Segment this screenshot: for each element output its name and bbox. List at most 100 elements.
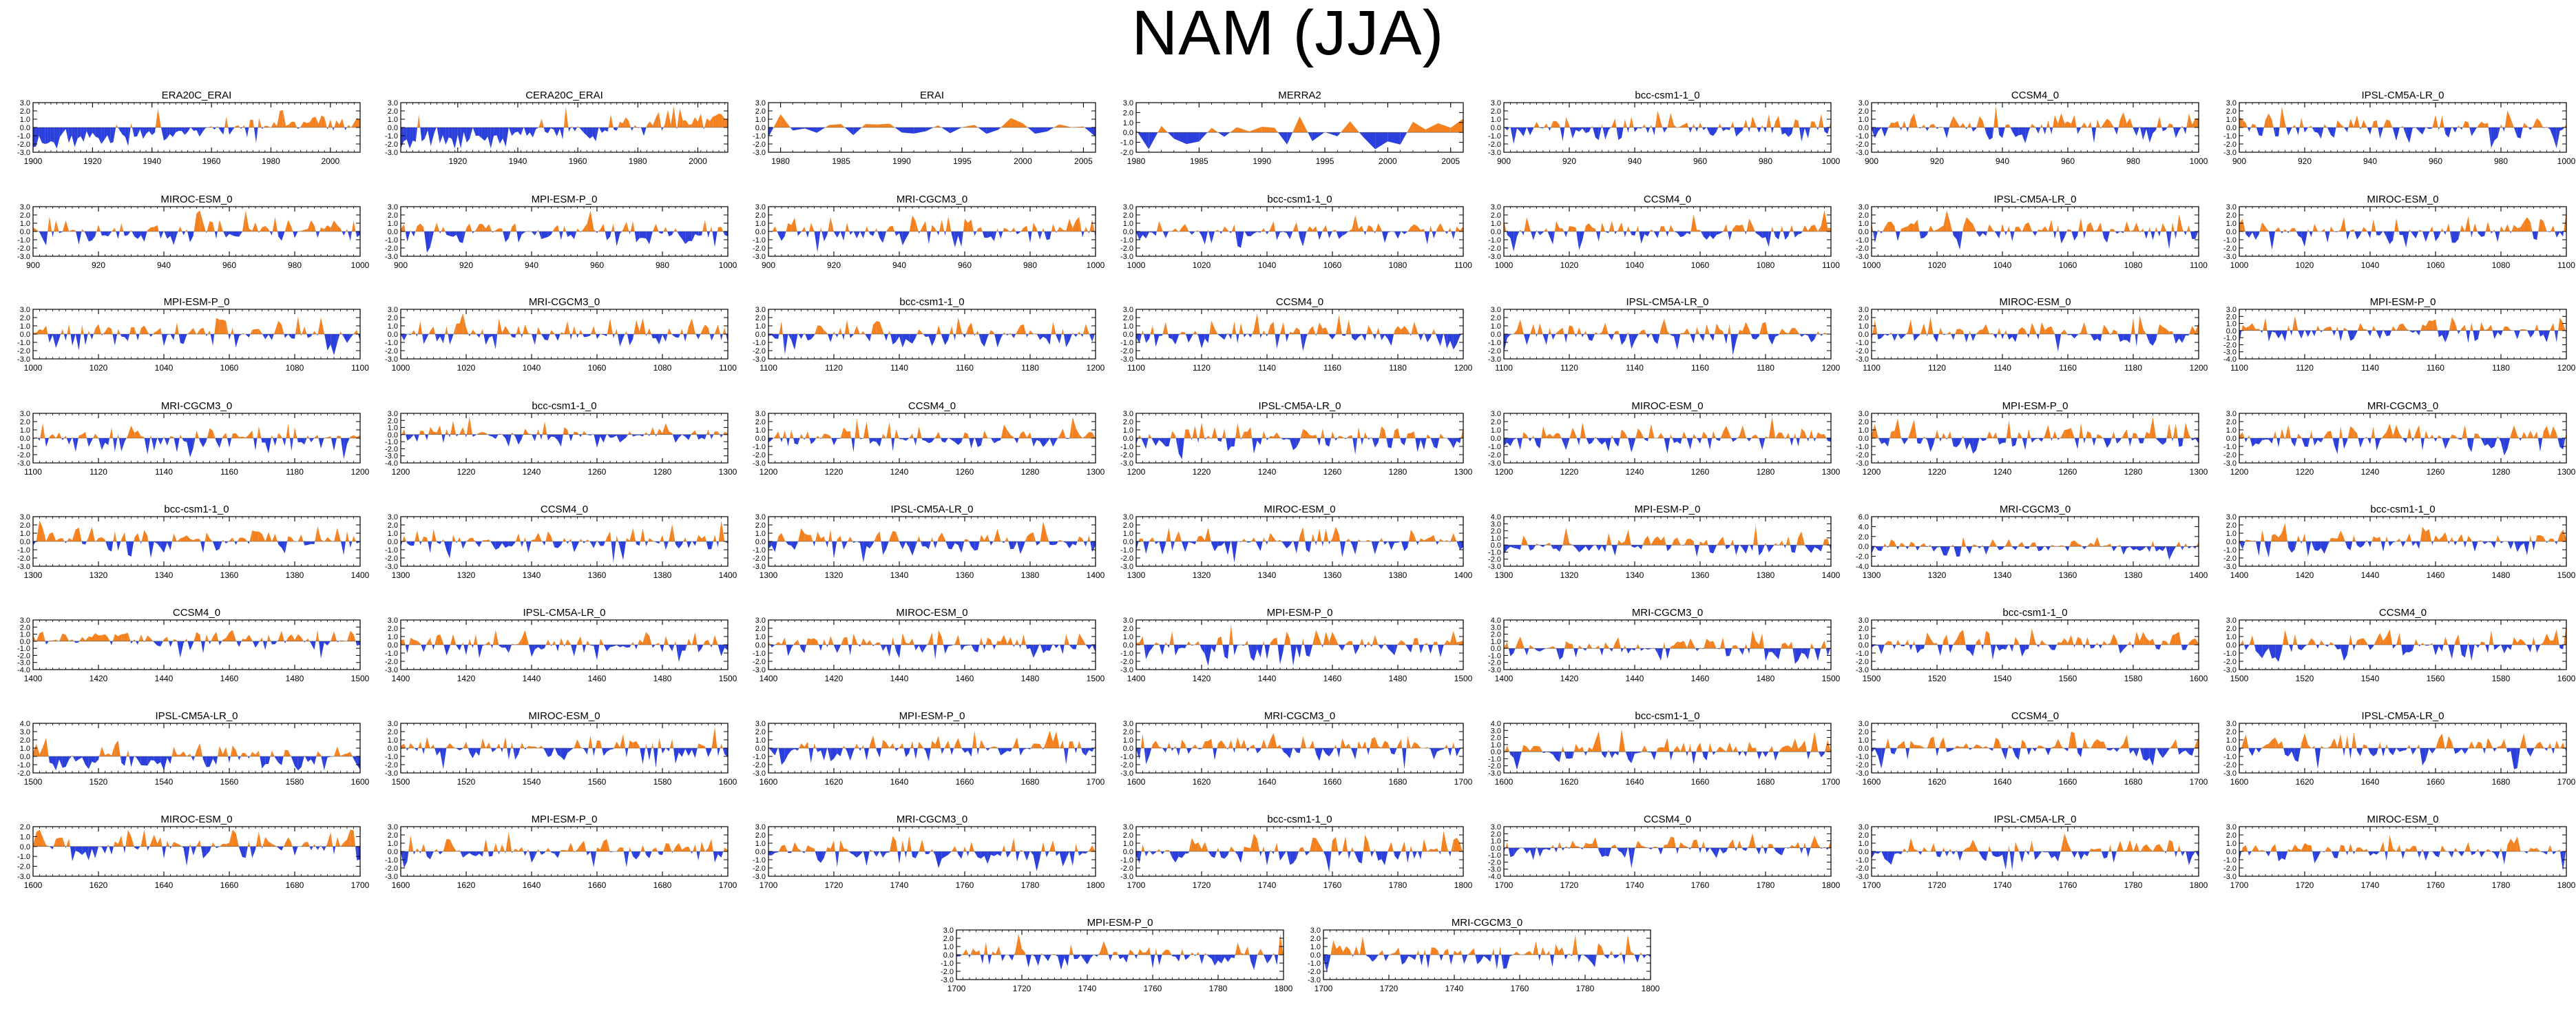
negative-area — [205, 334, 207, 336]
negative-area — [1162, 231, 1166, 238]
negative-area — [1241, 231, 1244, 248]
negative-area — [1719, 231, 1724, 234]
negative-area — [1996, 231, 2000, 239]
positive-area — [2532, 125, 2534, 127]
y-tick-label: 3.0 — [20, 306, 30, 314]
positive-area — [2066, 229, 2068, 231]
negative-area — [1667, 231, 1669, 237]
negative-area — [202, 127, 206, 132]
positive-area — [250, 329, 253, 334]
negative-area — [2389, 231, 2394, 245]
negative-area — [127, 231, 131, 236]
negative-area — [1798, 231, 1802, 235]
positive-area — [1023, 123, 1028, 127]
negative-area — [795, 334, 798, 350]
positive-area — [1567, 226, 1569, 231]
negative-area — [164, 334, 167, 347]
positive-area — [309, 117, 313, 127]
negative-area — [293, 231, 295, 238]
negative-area — [1363, 231, 1365, 236]
x-tick-label: 1080 — [2124, 260, 2143, 270]
negative-area — [496, 127, 500, 144]
negative-area — [527, 127, 530, 136]
negative-area — [2143, 127, 2146, 141]
x-tick-label: 1000 — [1127, 260, 1146, 270]
positive-area — [411, 330, 414, 334]
negative-area — [974, 231, 977, 236]
negative-area — [414, 231, 416, 237]
positive-area — [1010, 333, 1012, 334]
y-tick-label: -1.0 — [17, 339, 30, 347]
negative-area — [790, 127, 793, 131]
y-tick-label: -2.0 — [1120, 245, 1133, 253]
x-tick-label: 1040 — [1626, 260, 1644, 270]
positive-area — [112, 227, 115, 231]
negative-area — [463, 231, 465, 243]
positive-area — [1543, 123, 1547, 127]
negative-area — [146, 127, 149, 134]
positive-area — [485, 224, 490, 231]
positive-area — [275, 320, 279, 334]
positive-area — [1818, 225, 1821, 231]
negative-area — [965, 334, 966, 338]
positive-area — [1209, 320, 1212, 334]
negative-area — [232, 231, 236, 237]
y-tick-label: 3.0 — [755, 306, 766, 314]
negative-area — [2517, 127, 2521, 138]
negative-area — [1456, 334, 1460, 344]
positive-area — [1628, 226, 1631, 231]
positive-area — [2507, 224, 2511, 231]
negative-area — [265, 334, 269, 340]
positive-area — [2055, 115, 2058, 127]
positive-area — [2155, 227, 2157, 231]
positive-area — [936, 325, 939, 334]
y-tick-label: -1.0 — [1488, 132, 1501, 141]
chart-title: CCSM4_0 — [1644, 194, 1691, 205]
negative-area — [987, 334, 989, 338]
negative-area — [1628, 127, 1630, 133]
positive-area — [2101, 123, 2104, 127]
positive-area — [633, 220, 635, 231]
positive-area — [33, 332, 36, 334]
negative-area — [2438, 231, 2441, 237]
negative-area — [1290, 231, 1293, 240]
negative-area — [105, 231, 109, 237]
positive-area — [278, 320, 282, 334]
negative-area — [127, 334, 130, 342]
negative-area — [472, 231, 475, 234]
positive-area — [804, 332, 806, 334]
negative-area — [870, 334, 872, 342]
negative-area — [118, 231, 120, 239]
negative-area — [2484, 231, 2486, 236]
negative-area — [574, 127, 577, 132]
negative-area — [2049, 127, 2052, 135]
y-tick-label: -2.0 — [17, 141, 30, 149]
positive-area — [2312, 223, 2315, 231]
negative-area — [172, 127, 176, 137]
positive-area — [863, 331, 866, 334]
x-tick-label: 1200 — [1087, 363, 1105, 373]
positive-area — [193, 328, 197, 334]
x-tick-label: 1040 — [1993, 260, 2012, 270]
positive-area — [558, 225, 560, 231]
y-tick-label: 2.0 — [1491, 107, 1501, 116]
negative-area — [2416, 231, 2419, 239]
positive-area — [1928, 225, 1931, 231]
positive-area — [354, 118, 357, 127]
positive-area — [1381, 229, 1382, 231]
x-tick-label: 2000 — [689, 156, 707, 166]
negative-area — [659, 231, 662, 234]
negative-area — [448, 127, 452, 139]
positive-area — [1618, 222, 1622, 231]
positive-area — [108, 327, 112, 334]
negative-area — [2022, 127, 2026, 144]
negative-area — [149, 127, 152, 136]
positive-area — [939, 219, 942, 231]
positive-area — [680, 108, 683, 127]
y-tick-label: -3.0 — [1488, 149, 1501, 157]
positive-area — [1622, 222, 1624, 231]
positive-area — [1956, 121, 1960, 127]
negative-area — [1336, 231, 1339, 239]
positive-area — [1152, 324, 1154, 334]
chart-svg: IPSL-CM5A-LR_03.02.01.00.0-1.0-2.0-3.090… — [2223, 90, 2576, 166]
